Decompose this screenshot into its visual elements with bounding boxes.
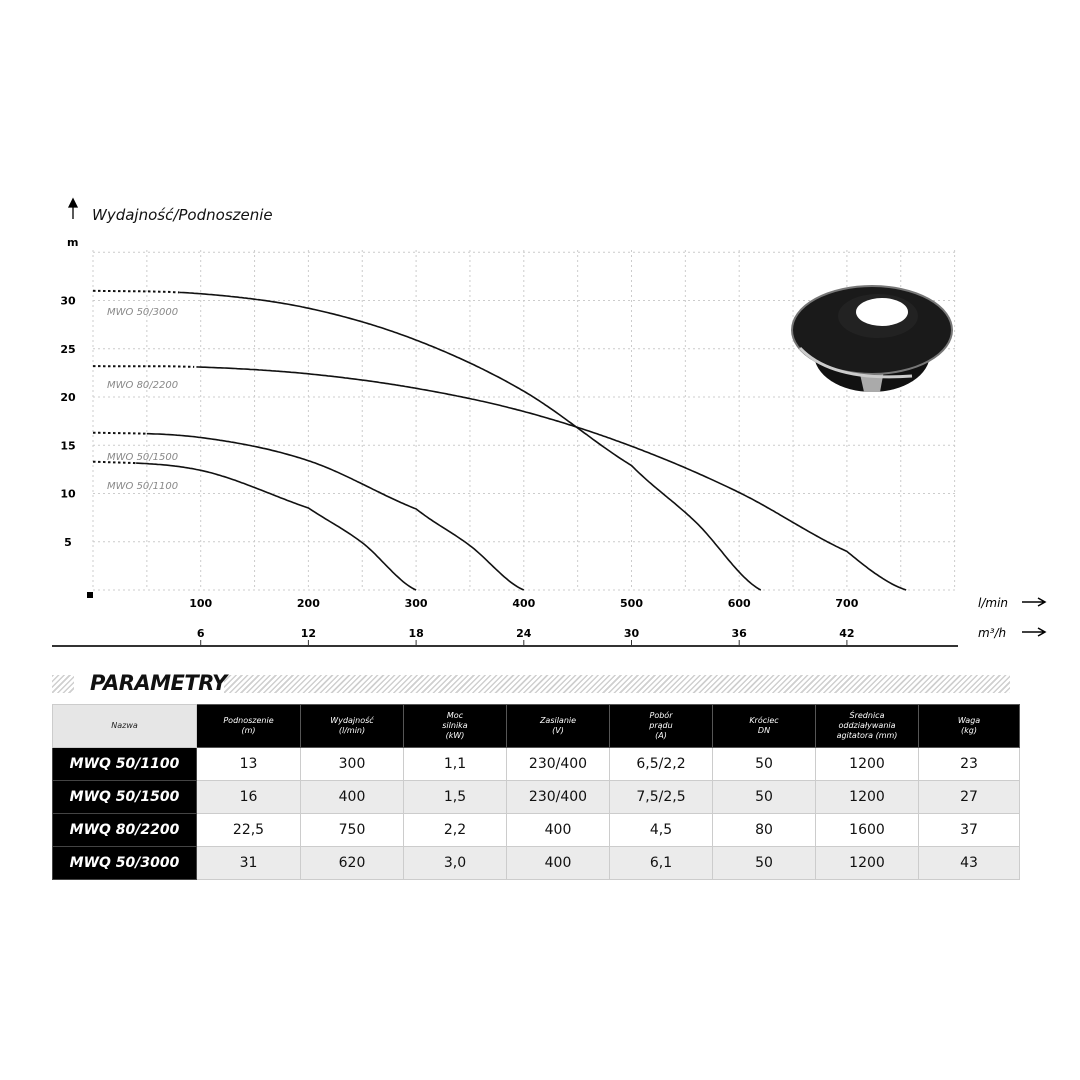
table-cell: 50 xyxy=(712,747,816,781)
table-cell: 80 xyxy=(712,813,816,847)
x-tick-label: 100 xyxy=(189,597,212,610)
table-cell: 23 xyxy=(918,747,1020,781)
pump-curve-chart: 5 10 15 20 25 30 100 200 300 400 500 600 700 6 12 18 24 3… xyxy=(52,197,1047,647)
table-cell: 1,1 xyxy=(403,747,507,781)
impeller-image xyxy=(791,285,953,392)
table-cell: 1200 xyxy=(815,846,919,880)
curve-mwo-50-3000 xyxy=(179,291,762,591)
table-cell: 230/400 xyxy=(506,747,610,781)
x2-axis-arrow-icon xyxy=(1022,627,1047,637)
curve-label: MWO 50/3000 xyxy=(107,307,178,318)
table-cell: 6,1 xyxy=(609,846,713,880)
table-cell: 1200 xyxy=(815,747,919,781)
column-header: Zasilanie (V) xyxy=(506,704,610,748)
x2-tick-label: 18 xyxy=(408,627,423,640)
table-cell: 400 xyxy=(300,780,404,814)
x-tick-label: 300 xyxy=(405,597,428,610)
column-header: Podnoszenie (m) xyxy=(196,704,301,748)
curve-mwo-50-1100 xyxy=(136,462,417,591)
x-tick-label: 600 xyxy=(728,597,751,610)
table-row: MWQ 50/1100 13 300 1,1 230/400 6,5/2,2 50 1200 2… xyxy=(52,747,1020,781)
parameters-title: PARAMETRY xyxy=(90,671,227,695)
table-cell: 31 xyxy=(196,846,301,880)
table-cell: 400 xyxy=(506,846,610,880)
x2-tick-label: 6 xyxy=(197,627,205,640)
curve-dashed-segment xyxy=(92,289,180,294)
model-name-cell: MWQ 50/3000 xyxy=(52,846,197,880)
origin-marker xyxy=(87,592,93,598)
x2-tick-label: 12 xyxy=(301,627,316,640)
y-tick-label: 15 xyxy=(60,439,75,452)
model-name-cell: MWQ 80/2200 xyxy=(52,813,197,847)
table-cell: 230/400 xyxy=(506,780,610,814)
curve-dashed-segment xyxy=(93,460,137,465)
curve-label: MWO 50/1100 xyxy=(107,481,178,492)
parameters-section-header: PARAMETRY xyxy=(52,671,1010,695)
y-tick-label: 5 xyxy=(64,536,72,549)
table-cell: 300 xyxy=(300,747,404,781)
table-row: MWQ 50/1500 16 400 1,5 230/400 7,5/2,5 50 1200 2… xyxy=(52,780,1020,814)
x-tick-label: 500 xyxy=(620,597,643,610)
chart-title: Wydajność/Podnoszenie xyxy=(92,206,273,224)
parameters-table: Nazwa Podnoszenie (m) Wydajność (l/min) Moc si… xyxy=(52,704,1020,880)
x2-tick-label: 30 xyxy=(624,627,640,640)
column-header: Średnica oddziaływania agitatora (mm) xyxy=(815,704,919,748)
x2-tick-label: 42 xyxy=(839,627,854,640)
table-cell: 16 xyxy=(196,780,301,814)
table-cell: 620 xyxy=(300,846,404,880)
column-header: Pobór prądu (A) xyxy=(609,704,713,748)
y-tick-label: 30 xyxy=(60,295,76,308)
table-cell: 1600 xyxy=(815,813,919,847)
x2-tick-label: 36 xyxy=(732,627,748,640)
curve-dashed-segment xyxy=(92,431,147,435)
table-cell: 6,5/2,2 xyxy=(609,747,713,781)
y-tick-label: 20 xyxy=(60,391,76,404)
table-cell: 37 xyxy=(918,813,1020,847)
model-name-cell: MWQ 50/1100 xyxy=(52,747,197,781)
table-row: MWQ 50/3000 31 620 3,0 400 6,1 50 1200 43 xyxy=(52,846,1020,880)
curve-label: MWO 50/1500 xyxy=(107,452,178,463)
table-cell: 7,5/2,5 xyxy=(609,780,713,814)
y-tick-label: 10 xyxy=(60,488,76,501)
table-row: MWQ 80/2200 22,5 750 2,2 400 4,5 80 1600 37 xyxy=(52,813,1020,847)
table-cell: 13 xyxy=(196,747,301,781)
curve-dashed-segment xyxy=(93,365,195,368)
column-header: Waga (kg) xyxy=(918,704,1020,748)
table-cell: 1,5 xyxy=(403,780,507,814)
curve-mwo-50-1500 xyxy=(146,432,525,591)
curve-mwo-80-2200 xyxy=(196,366,907,591)
x-tick-label: 400 xyxy=(512,597,535,610)
column-header: Króciec DN xyxy=(712,704,816,748)
x2-axis-unit: m³/h xyxy=(978,626,1006,640)
table-cell: 400 xyxy=(506,813,610,847)
x-axis-unit: l/min xyxy=(978,596,1008,610)
table-cell: 4,5 xyxy=(609,813,713,847)
table-cell: 50 xyxy=(712,780,816,814)
x2-tick-label: 24 xyxy=(516,627,532,640)
table-cell: 3,0 xyxy=(403,846,507,880)
model-name-cell: MWQ 50/1500 xyxy=(52,780,197,814)
table-cell: 750 xyxy=(300,813,404,847)
x-tick-label: 200 xyxy=(297,597,320,610)
y-axis-unit: m xyxy=(67,236,78,249)
column-header: Nazwa xyxy=(52,704,197,748)
table-cell: 2,2 xyxy=(403,813,507,847)
x-tick-label: 700 xyxy=(835,597,858,610)
table-cell: 43 xyxy=(918,846,1020,880)
table-cell: 50 xyxy=(712,846,816,880)
column-header: Wydajność (l/min) xyxy=(300,704,404,748)
curve-label: MWO 80/2200 xyxy=(107,380,178,391)
table-header-row: Nazwa Podnoszenie (m) Wydajność (l/min) Moc si… xyxy=(52,704,1020,748)
table-cell: 27 xyxy=(918,780,1020,814)
table-cell: 1200 xyxy=(815,780,919,814)
column-header: Moc silnika (kW) xyxy=(403,704,507,748)
y-tick-label: 25 xyxy=(60,343,75,356)
x-axis-arrow-icon xyxy=(1022,597,1047,607)
table-cell: 22,5 xyxy=(196,813,301,847)
y-axis-arrow-icon xyxy=(67,197,79,219)
